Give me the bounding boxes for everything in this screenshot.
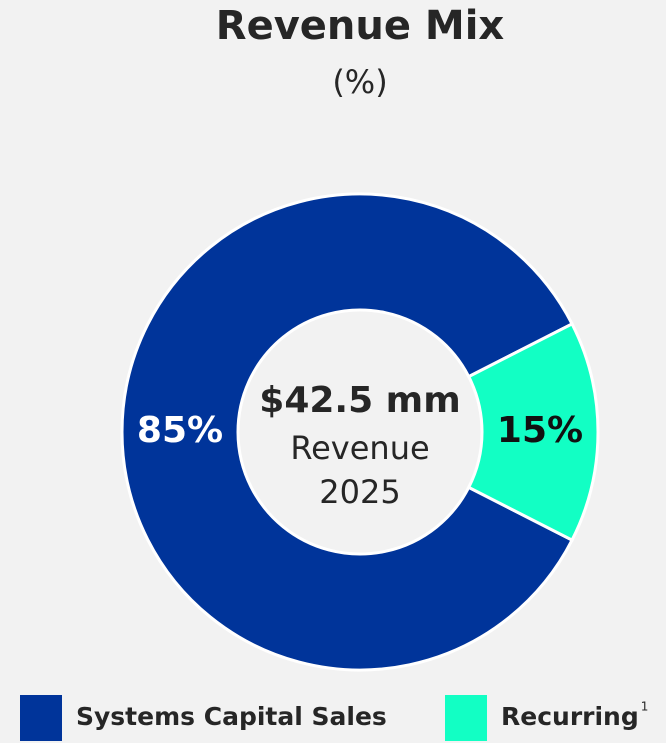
center-text: 2025	[319, 473, 400, 511]
legend-footnote: 1	[641, 700, 649, 714]
legend-label: Systems Capital Sales	[76, 702, 387, 731]
legend-swatch	[20, 695, 62, 741]
legend-label: Recurring	[501, 702, 639, 731]
donut-slice	[120, 192, 575, 672]
chart-subtitle: (%)	[332, 63, 387, 101]
slice-label: 85%	[137, 410, 223, 451]
slice-label: 15%	[497, 410, 583, 451]
center-text: Revenue	[290, 429, 429, 467]
legend-swatch	[445, 695, 487, 741]
chart-title: Revenue Mix	[216, 3, 505, 49]
donut-slice	[466, 321, 600, 543]
center-text: $42.5 mm	[259, 380, 460, 421]
